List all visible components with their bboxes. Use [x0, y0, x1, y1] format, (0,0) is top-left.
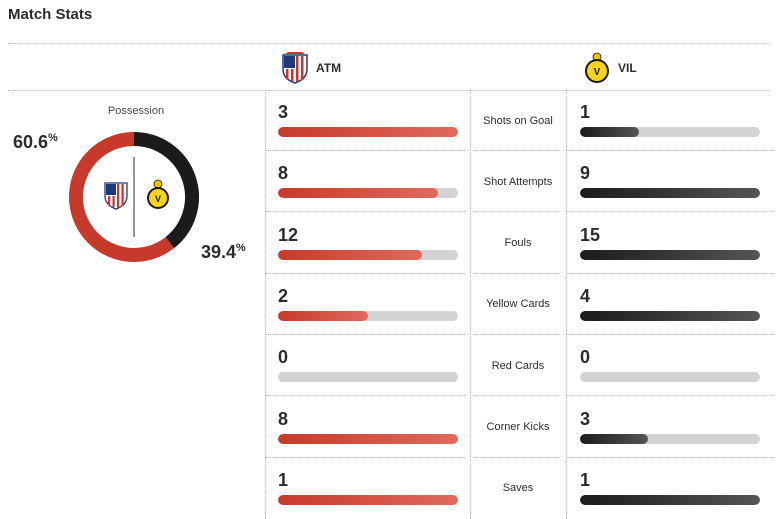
stat-row: 2 Yellow Cards 4 — [265, 274, 774, 335]
stat-row: 8 Shot Attempts 9 — [265, 151, 774, 213]
stat-label: Corner Kicks — [486, 421, 550, 433]
column-divider — [470, 90, 471, 519]
away-stat-bar-fill — [580, 188, 760, 199]
page-title: Match Stats — [8, 6, 93, 23]
stat-label: Shot Attempts — [483, 175, 553, 188]
away-stat-value: 3 — [580, 408, 591, 429]
possession-panel: Possession 60.6% V 39.4% — [8, 91, 264, 281]
home-team-header: ATM — [282, 50, 341, 86]
away-stat-bar — [580, 188, 760, 199]
away-stat-bar-fill — [580, 127, 640, 137]
home-possession-value: 60.6% — [13, 132, 58, 152]
away-stat-bar — [580, 494, 760, 505]
away-stat-value: 15 — [580, 224, 601, 245]
column-divider — [265, 90, 266, 519]
away-stat-bar — [580, 127, 760, 137]
stat-label: Red Cards — [491, 359, 545, 372]
home-stat-bar — [278, 188, 458, 199]
possession-donut-chart: V — [69, 132, 199, 262]
stat-label: Saves — [502, 482, 534, 495]
divider — [8, 43, 770, 44]
home-stat-value: 8 — [278, 408, 289, 429]
away-stat-bar — [580, 372, 760, 383]
possession-label: Possession — [107, 105, 165, 117]
away-stat-bar — [580, 433, 760, 444]
svg-text:V: V — [594, 67, 601, 78]
away-stat-value: 1 — [580, 102, 591, 122]
away-stat-bar — [580, 249, 760, 260]
away-team-header: V VIL — [584, 50, 637, 86]
home-stat-value: 12 — [278, 224, 299, 245]
divider — [8, 90, 770, 91]
away-stat-bar-fill — [580, 249, 760, 260]
away-stat-value: 1 — [580, 469, 591, 490]
home-possession-arc — [69, 132, 175, 262]
villarreal-crest-icon: V — [585, 52, 609, 83]
away-stat-value: 9 — [580, 163, 591, 184]
away-possession-arc — [133, 132, 199, 249]
away-stat-value: 0 — [580, 347, 591, 368]
home-team-abbr: ATM — [316, 61, 342, 75]
stat-label: Shots on Goal — [483, 114, 553, 127]
home-stat-bar — [278, 372, 458, 383]
home-stat-value: 8 — [278, 163, 289, 184]
column-divider — [566, 90, 567, 519]
home-stat-bar — [278, 127, 458, 137]
home-stat-bar-fill — [278, 433, 458, 444]
home-stat-value: 0 — [278, 347, 289, 368]
stat-row: 3 Shots on Goal 1 — [265, 90, 774, 151]
home-stat-bar-fill — [278, 127, 458, 137]
home-stat-bar-fill — [278, 188, 439, 199]
away-stat-bar-fill — [580, 494, 760, 505]
home-stat-value: 1 — [278, 469, 289, 490]
away-stat-bar-fill — [580, 433, 648, 444]
atletico-crest-icon — [104, 182, 128, 210]
home-stat-bar-fill — [278, 249, 422, 260]
home-stat-bar — [278, 433, 458, 444]
home-stat-bar — [278, 249, 458, 260]
away-team-abbr: VIL — [618, 61, 637, 75]
stat-row: 0 Red Cards 0 — [265, 335, 774, 397]
home-stat-bar — [278, 494, 458, 505]
away-stat-bar — [580, 310, 760, 321]
villarreal-crest-icon: V — [147, 179, 169, 209]
away-stat-value: 4 — [580, 285, 591, 306]
svg-text:V: V — [155, 194, 161, 204]
home-stat-bar-fill — [278, 494, 458, 505]
stat-label: Fouls — [504, 237, 532, 250]
home-stat-bar-fill — [278, 310, 368, 321]
stat-row: 8 Corner Kicks 3 — [265, 397, 774, 458]
home-stat-value: 2 — [278, 285, 289, 306]
stat-label: Yellow Cards — [486, 298, 550, 311]
away-possession-value: 39.4% — [201, 242, 246, 262]
home-stat-bar — [278, 310, 458, 321]
away-stat-bar-fill — [580, 310, 760, 321]
home-stat-value: 3 — [278, 102, 289, 122]
atletico-crest-icon — [282, 52, 308, 84]
stat-row: 12 Fouls 15 — [265, 213, 774, 274]
stat-row: 1 Saves 1 — [265, 458, 774, 519]
